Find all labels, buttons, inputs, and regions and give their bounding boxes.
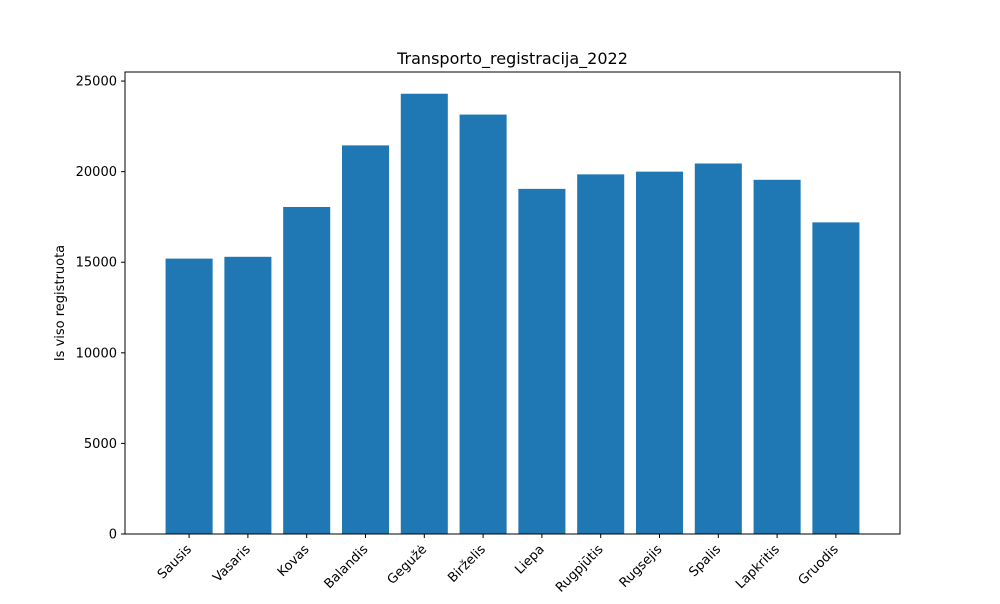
bar-liepa <box>518 188 566 534</box>
y-tick-label: 15000 <box>76 256 117 271</box>
y-tick-label: 5000 <box>84 437 117 452</box>
x-tick-label: Lapkritis <box>733 542 783 592</box>
y-axis-label: Is viso registruota <box>53 245 68 361</box>
x-tick-label: Spalis <box>686 542 724 580</box>
bar-birželis <box>459 114 507 534</box>
y-axis-ticks: 0 5000 10000 15000 20000 25000 <box>76 75 125 543</box>
x-tick-label: Kovas <box>275 542 313 580</box>
x-tick-label: Vasaris <box>210 542 254 586</box>
y-tick-label: 20000 <box>76 165 117 180</box>
bar-lapkritis <box>753 179 801 535</box>
bar-rugsejis <box>635 171 684 534</box>
bar-gegužė <box>400 93 448 534</box>
x-axis-ticks: Sausis Vasaris Kovas Balandis Gegužė Birželis… <box>155 534 842 596</box>
y-tick-label: 10000 <box>76 346 117 361</box>
x-tick-label: Birželis <box>445 542 489 586</box>
bar-gruodis <box>812 222 860 534</box>
x-tick-label: Rugsejis <box>617 542 666 591</box>
bar-spalis <box>694 163 742 534</box>
x-tick-label: Sausis <box>155 542 195 582</box>
x-tick-label: Liepa <box>512 542 547 577</box>
bars-layer <box>165 93 860 535</box>
x-tick-label: Rugpjūtis <box>553 542 607 596</box>
chart-title: Transporto_registracija_2022 <box>396 49 628 69</box>
bar-kovas <box>283 206 331 534</box>
bar-rugpjūtis <box>577 174 625 535</box>
bar-sausis <box>165 258 213 534</box>
plot-frame <box>124 71 901 535</box>
x-tick-label: Balandis <box>322 542 372 592</box>
y-tick-label: 0 <box>109 528 117 543</box>
x-tick-label: Gruodis <box>796 542 842 588</box>
bar-vasaris <box>224 256 272 534</box>
x-tick-label: Gegužė <box>385 542 431 588</box>
bar-balandis <box>341 145 390 534</box>
y-tick-label: 25000 <box>76 75 117 90</box>
